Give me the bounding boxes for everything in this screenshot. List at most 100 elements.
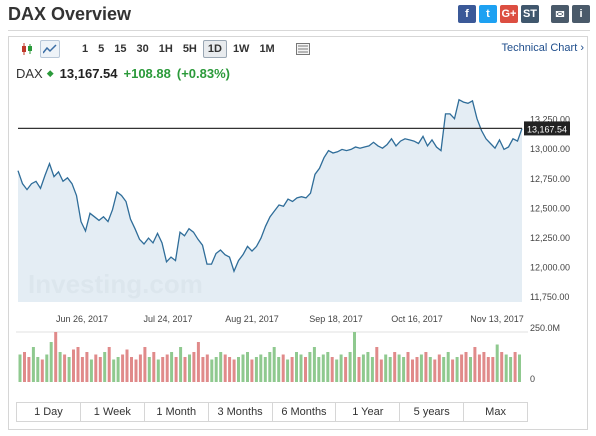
volume-bar — [147, 357, 151, 382]
volume-bar — [174, 357, 178, 382]
timeframe-1d[interactable]: 1D — [202, 40, 227, 58]
timeframe-1[interactable]: 1 — [82, 43, 89, 55]
facebook-icon[interactable]: f — [458, 5, 476, 23]
volume-bar — [228, 357, 232, 382]
volume-bar — [121, 354, 125, 382]
volume-bar — [31, 347, 35, 382]
volume-bar — [326, 352, 330, 382]
volume-bar — [277, 357, 281, 382]
volume-bar — [411, 359, 414, 382]
volume-bar — [299, 354, 303, 382]
price-area-fill — [18, 99, 522, 302]
volume-bar — [353, 332, 356, 382]
volume-bar — [143, 347, 147, 382]
y-tick-label: 12,500.00 — [530, 203, 570, 213]
timeframe-1h[interactable]: 1H — [158, 43, 173, 55]
timeframe-15[interactable]: 15 — [114, 43, 127, 55]
range-1-year[interactable]: 1 Year — [336, 403, 401, 421]
technical-chart-link[interactable]: Technical Chart › — [501, 42, 584, 54]
volume-bar — [205, 354, 209, 382]
volume-bar — [290, 357, 294, 382]
range-1-day[interactable]: 1 Day — [17, 403, 81, 421]
volume-bar — [125, 349, 129, 382]
volume-bar — [424, 352, 428, 382]
volume-bar — [214, 357, 218, 382]
range-1-week[interactable]: 1 Week — [81, 403, 145, 421]
timeframe-1m[interactable]: 1M — [259, 43, 275, 55]
timeframe-group: 1 5 15 30 1H 5H 1D 1W 1M — [78, 40, 279, 58]
volume-bar — [486, 357, 490, 382]
google-plus-icon[interactable]: G+ — [500, 5, 518, 23]
info-icon[interactable]: i — [572, 5, 590, 23]
email-icon[interactable]: ✉ — [551, 5, 569, 23]
range-3-months[interactable]: 3 Months — [209, 403, 273, 421]
y-tick-label: 12,250.00 — [530, 233, 570, 243]
volume-bar — [130, 357, 133, 382]
volume-bar — [442, 357, 446, 382]
price-chart[interactable]: Investing.com11,750.0012,000.0012,250.00… — [0, 0, 596, 400]
volume-bar — [54, 332, 58, 382]
volume-bar — [76, 347, 80, 382]
volume-bar — [308, 352, 312, 382]
last-price: 13,167.54 — [59, 66, 118, 81]
volume-bar — [183, 357, 187, 382]
volume-bar — [254, 357, 258, 382]
x-tick-label: Oct 16, 2017 — [391, 314, 443, 324]
volume-bar — [286, 359, 290, 382]
volume-bar — [223, 354, 227, 382]
volume-bar — [138, 354, 142, 382]
volume-bar — [259, 354, 263, 382]
volume-bar — [63, 354, 67, 382]
volume-bar — [188, 354, 191, 382]
stocktwits-icon[interactable]: ST — [521, 5, 539, 23]
volume-bar — [156, 359, 160, 382]
volume-bar — [504, 354, 508, 382]
volume-bar — [112, 359, 116, 382]
x-tick-label: Jul 24, 2017 — [143, 314, 192, 324]
volume-bar — [116, 357, 120, 382]
price-change-percent: (+0.83%) — [176, 66, 230, 81]
volume-bar — [18, 354, 22, 382]
volume-bar — [397, 354, 401, 382]
timeframe-1w[interactable]: 1W — [232, 43, 250, 55]
x-tick-label: Nov 13, 2017 — [470, 314, 524, 324]
volume-bar — [321, 354, 325, 382]
page-title: DAX Overview — [8, 4, 132, 24]
volume-bar — [72, 349, 75, 382]
settings-panel-icon[interactable] — [293, 40, 313, 58]
volume-bar — [379, 359, 383, 382]
volume-bar — [518, 354, 521, 382]
volume-bar — [428, 357, 432, 382]
price-line — [17, 98, 523, 274]
range-5-years[interactable]: 5 years — [400, 403, 465, 421]
volume-bar — [281, 354, 285, 382]
volume-bar — [455, 357, 459, 382]
twitter-icon[interactable]: t — [479, 5, 497, 23]
area-chart-icon[interactable] — [40, 40, 60, 58]
y-tick-label: 12,000.00 — [530, 263, 570, 273]
quote-header: DAX ◆ 13,167.54 +108.88 (+0.83%) — [16, 66, 230, 81]
timeframe-30[interactable]: 30 — [136, 43, 149, 55]
volume-bar — [152, 352, 156, 382]
range-max[interactable]: Max — [485, 406, 506, 418]
timeframe-5h[interactable]: 5H — [182, 43, 197, 55]
volume-bar — [232, 359, 236, 382]
timeframe-5[interactable]: 5 — [98, 43, 105, 55]
candlestick-chart-icon[interactable] — [18, 40, 38, 58]
volume-bar — [237, 357, 240, 382]
volume-bar — [491, 357, 495, 382]
volume-bar — [419, 354, 423, 382]
volume-bar — [40, 359, 44, 382]
volume-bar — [406, 352, 410, 382]
volume-bar — [165, 354, 169, 382]
range-6-months[interactable]: 6 Months — [273, 403, 337, 421]
volume-bar — [513, 352, 517, 382]
volume-bar — [304, 357, 307, 382]
volume-bar — [437, 354, 441, 382]
range-1-month[interactable]: 1 Month — [145, 403, 209, 421]
volume-bar — [192, 352, 196, 382]
volume-bar — [107, 347, 111, 382]
share-bar: f t G+ ST ✉ i — [458, 5, 590, 23]
volume-bar — [415, 357, 419, 382]
volume-bar — [482, 352, 486, 382]
